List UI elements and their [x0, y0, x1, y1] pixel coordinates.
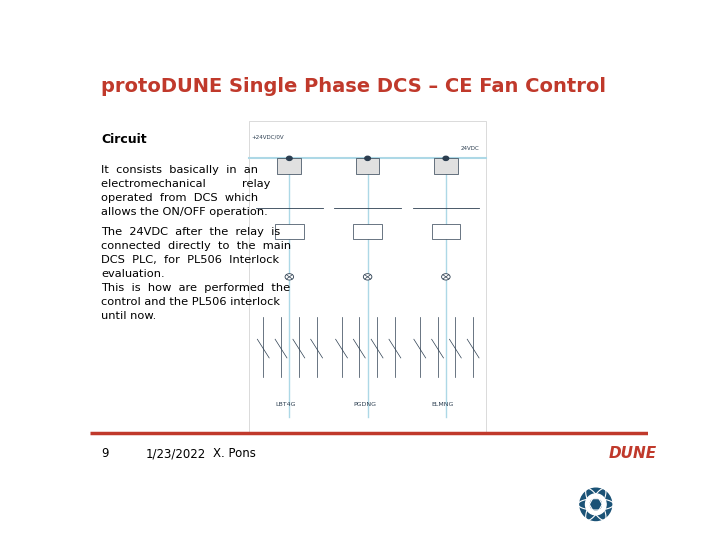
Text: DUNE: DUNE: [609, 446, 657, 461]
Bar: [354, 224, 382, 239]
Text: ELMNG: ELMNG: [431, 402, 454, 407]
Text: Circuit: Circuit: [101, 133, 147, 146]
Bar: [275, 224, 304, 239]
Circle shape: [365, 156, 370, 160]
Text: protoDUNE Single Phase DCS – CE Fan Control: protoDUNE Single Phase DCS – CE Fan Cont…: [101, 77, 606, 96]
Text: 1/23/2022: 1/23/2022: [145, 447, 206, 460]
Circle shape: [585, 494, 606, 515]
Circle shape: [285, 274, 294, 280]
Text: LBT4G: LBT4G: [275, 402, 296, 407]
Circle shape: [590, 498, 601, 510]
Bar: [431, 224, 460, 239]
Text: 24VDC: 24VDC: [460, 146, 479, 152]
Circle shape: [580, 488, 612, 521]
Bar: [434, 158, 458, 174]
Text: X. Pons: X. Pons: [213, 447, 256, 460]
Circle shape: [443, 156, 449, 160]
Text: 9: 9: [101, 447, 109, 460]
Circle shape: [287, 156, 292, 160]
Text: This  is  how  are  performed  the
control and the PL506 interlock
until now.: This is how are performed the control an…: [101, 283, 290, 321]
Bar: [356, 158, 379, 174]
Bar: [249, 121, 486, 433]
Text: PGDNG: PGDNG: [354, 402, 377, 407]
Text: The  24VDC  after  the  relay  is
connected  directly  to  the  main
DCS  PLC,  : The 24VDC after the relay is connected d…: [101, 227, 292, 279]
Circle shape: [441, 274, 450, 280]
Circle shape: [575, 483, 616, 525]
Circle shape: [364, 274, 372, 280]
Text: +24VDC/0V: +24VDC/0V: [251, 134, 284, 140]
Text: It  consists  basically  in  an
electromechanical          relay
operated  from : It consists basically in an electromecha…: [101, 165, 271, 217]
Bar: [277, 158, 301, 174]
